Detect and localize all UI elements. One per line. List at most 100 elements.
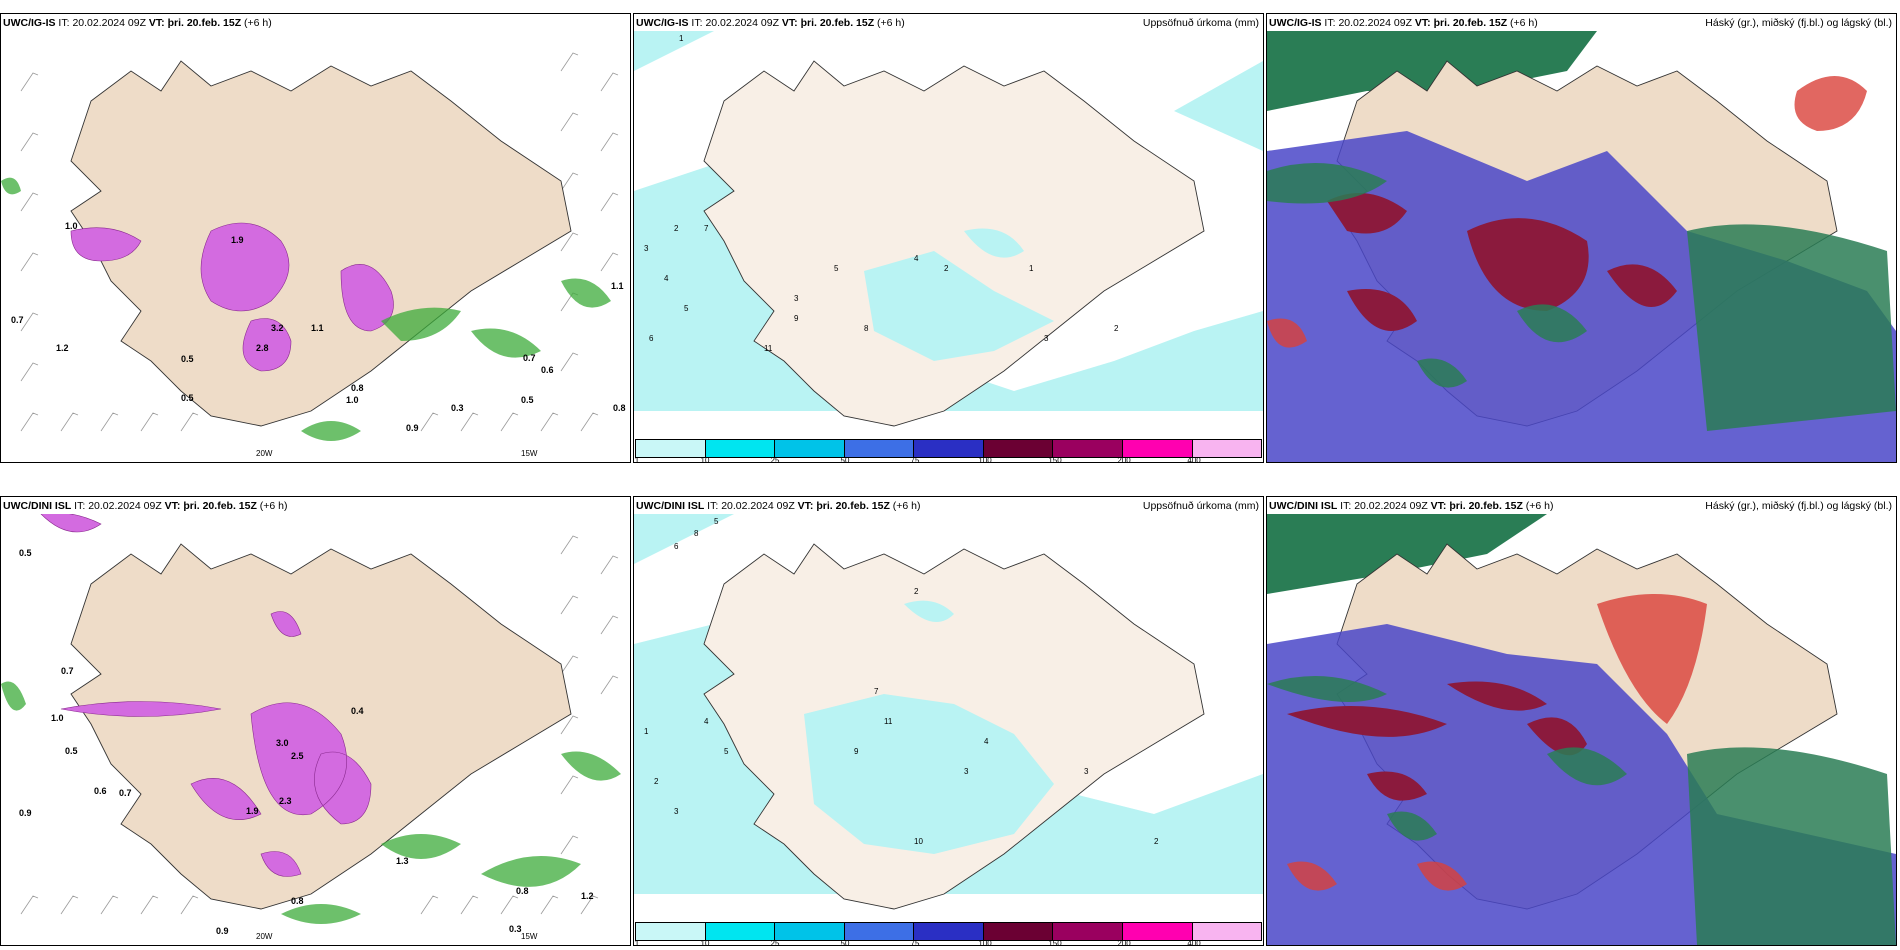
scale-seg	[1122, 923, 1193, 940]
precip-title: Uppsöfnuð úrkoma (mm)	[1142, 17, 1259, 29]
precip-amount-labels: 1 2 3 4 5 6 7 9 11 3 5 8 2 1 4 2 3	[644, 34, 1119, 353]
svg-text:11: 11	[884, 717, 893, 726]
svg-text:0.4: 0.4	[351, 706, 364, 716]
svg-text:1: 1	[644, 727, 649, 736]
scale-seg	[914, 440, 984, 457]
panel-precip-top: UWC/IG-IS IT: 20.02.2024 09Z VT: þri. 20…	[633, 13, 1264, 463]
svg-text:2.5: 2.5	[291, 751, 304, 761]
svg-text:7: 7	[874, 687, 879, 696]
svg-text:2: 2	[674, 224, 679, 233]
svg-text:5: 5	[714, 517, 719, 526]
svg-text:7: 7	[704, 224, 709, 233]
svg-text:2.8: 2.8	[256, 343, 269, 353]
panel-header: UWC/IG-IS IT: 20.02.2024 09Z VT: þri. 20…	[636, 17, 905, 29]
svg-text:4: 4	[664, 274, 669, 283]
svg-text:3: 3	[794, 294, 799, 303]
svg-text:3: 3	[1044, 334, 1049, 343]
svg-text:5: 5	[684, 304, 689, 313]
svg-text:1.0: 1.0	[65, 221, 78, 231]
svg-text:3: 3	[1084, 767, 1089, 776]
panel-header: UWC/IG-IS IT: 20.02.2024 09Z VT: þri. 20…	[3, 17, 272, 29]
svg-text:3: 3	[964, 767, 969, 776]
scale-seg	[775, 440, 845, 457]
panel-cloud-bottom: UWC/DINI ISL IT: 20.02.2024 09Z VT: þri.…	[1266, 496, 1897, 946]
scale-seg	[705, 923, 776, 940]
svg-text:2: 2	[914, 587, 919, 596]
iceland-land	[703, 60, 1205, 427]
svg-text:0.8: 0.8	[516, 886, 529, 896]
svg-text:0.3: 0.3	[509, 924, 522, 934]
svg-text:4: 4	[914, 254, 919, 263]
svg-text:1.2: 1.2	[56, 343, 69, 353]
svg-text:0.9: 0.9	[406, 423, 419, 433]
svg-text:3: 3	[644, 244, 649, 253]
svg-text:1: 1	[1029, 264, 1034, 273]
svg-text:0.8: 0.8	[351, 383, 364, 393]
svg-text:2: 2	[1154, 837, 1159, 846]
scale-seg	[705, 440, 776, 457]
scale-seg	[983, 923, 1054, 940]
scale-seg	[1192, 923, 1262, 940]
svg-text:6: 6	[649, 334, 654, 343]
svg-text:0.8: 0.8	[291, 896, 304, 906]
precip-title: Uppsöfnuð úrkoma (mm)	[1142, 500, 1259, 512]
panel-header: UWC/DINI ISL IT: 20.02.2024 09Z VT: þri.…	[636, 500, 921, 512]
precip-map: 1 2 3 4 5 6 7 9 11 3 5 8 2 1 4 2 3	[634, 31, 1263, 462]
cloud-map	[1267, 31, 1896, 462]
svg-text:0.6: 0.6	[94, 786, 107, 796]
svg-text:10: 10	[914, 837, 923, 846]
scale-seg	[1053, 923, 1123, 940]
scale-seg	[1122, 440, 1193, 457]
scale-seg	[844, 923, 915, 940]
svg-text:8: 8	[694, 529, 699, 538]
svg-text:3.2: 3.2	[271, 323, 284, 333]
panel-header: UWC/IG-IS IT: 20.02.2024 09Z VT: þri. 20…	[1269, 17, 1538, 29]
svg-text:2.3: 2.3	[279, 796, 292, 806]
svg-text:20W: 20W	[256, 449, 273, 458]
svg-text:4: 4	[984, 737, 989, 746]
svg-text:1.0: 1.0	[51, 713, 64, 723]
wind-speed-labels: 1.0 0.5 0.8 1.9 3.2 2.8 1.1 0.7 1.2 0.5 …	[11, 221, 626, 433]
svg-text:0.5: 0.5	[181, 354, 194, 364]
scale-seg	[983, 440, 1054, 457]
svg-text:0.5: 0.5	[65, 746, 78, 756]
precip-color-scale: 1 10 25 50 75 100 150 200 400	[634, 434, 1263, 462]
svg-text:0.5: 0.5	[181, 393, 194, 403]
svg-text:2: 2	[944, 264, 949, 273]
svg-text:0.7: 0.7	[119, 788, 132, 798]
panel-precip-bottom: UWC/DINI ISL IT: 20.02.2024 09Z VT: þri.…	[633, 496, 1264, 946]
svg-text:0.8: 0.8	[613, 403, 626, 413]
svg-text:1: 1	[679, 34, 684, 43]
precip-color-scale: 1 10 25 50 75 100 150 200 400	[634, 917, 1263, 945]
svg-text:3: 3	[674, 807, 679, 816]
iceland-land	[70, 60, 572, 427]
scale-seg	[914, 923, 984, 940]
svg-text:5: 5	[724, 747, 729, 756]
svg-text:0.3: 0.3	[451, 403, 464, 413]
wind-precip-map: 0.5 0.7 1.0 0.5 3.0 2.5 2.3 1.9 0.6 0.7 …	[1, 514, 630, 945]
svg-text:0.7: 0.7	[61, 666, 74, 676]
svg-text:2: 2	[654, 777, 659, 786]
svg-text:0.5: 0.5	[521, 395, 534, 405]
svg-text:3.0: 3.0	[276, 738, 289, 748]
svg-text:8: 8	[864, 324, 869, 333]
svg-text:1.9: 1.9	[231, 235, 244, 245]
svg-text:0.9: 0.9	[216, 926, 229, 936]
panel-cloud-top: UWC/IG-IS IT: 20.02.2024 09Z VT: þri. 20…	[1266, 13, 1897, 463]
svg-text:1.1: 1.1	[311, 323, 324, 333]
wind-barbs	[20, 52, 619, 432]
scale-seg	[636, 923, 706, 940]
cloud-title: Háský (gr.), miðský (fj.bl.) og lágský (…	[1705, 17, 1892, 29]
svg-text:0.7: 0.7	[523, 353, 536, 363]
wind-speed-labels: 0.5 0.7 1.0 0.5 3.0 2.5 2.3 1.9 0.6 0.7 …	[19, 548, 594, 936]
panel-wind-precip-bottom: UWC/DINI ISL IT: 20.02.2024 09Z VT: þri.…	[0, 496, 631, 946]
panel-header: UWC/DINI ISL IT: 20.02.2024 09Z VT: þri.…	[3, 500, 288, 512]
wind-precip-map: 1.0 0.5 0.8 1.9 3.2 2.8 1.1 0.7 1.2 0.5 …	[1, 31, 630, 462]
svg-text:9: 9	[854, 747, 859, 756]
svg-text:0.5: 0.5	[19, 548, 32, 558]
svg-text:6: 6	[674, 542, 679, 551]
scale-seg	[1192, 440, 1262, 457]
svg-text:1.3: 1.3	[396, 856, 409, 866]
cloud-title: Háský (gr.), miðský (fj.bl.) og lágský (…	[1705, 500, 1892, 512]
svg-text:9: 9	[794, 314, 799, 323]
